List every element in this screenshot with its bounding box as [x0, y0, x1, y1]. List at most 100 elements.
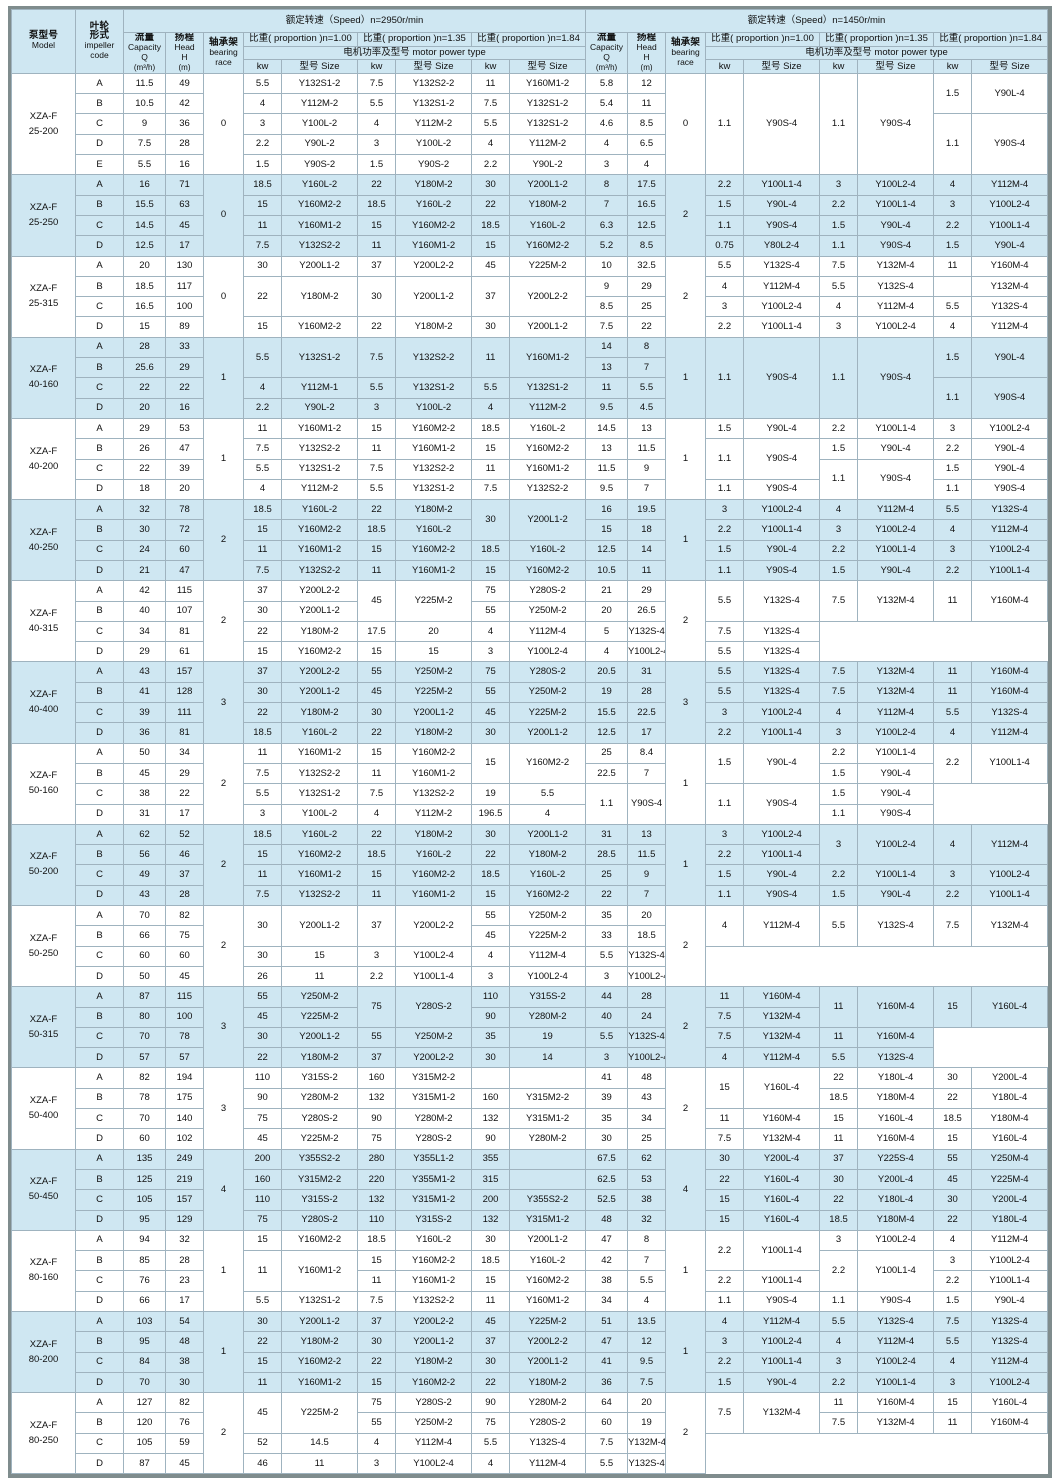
- capacity-cell-right: 20: [585, 600, 629, 622]
- motor-size-cell-left-2: Y180M-2: [395, 316, 472, 338]
- pump-model-cell: XZA-F 80-200: [11, 1310, 76, 1394]
- impeller-code-cell: A: [75, 499, 124, 521]
- impeller-code-cell: B: [75, 93, 124, 115]
- motor-kw-cell-right-3: 55: [933, 1148, 973, 1170]
- capacity-cell-right: 47: [585, 1331, 629, 1353]
- motor-size-cell-left-3: Y280M-2: [508, 1392, 587, 1414]
- motor-size-cell-left-2: Y180M-2: [395, 174, 472, 196]
- table-row: C 105 59 52 14.5 4 Y112M-4 5.5 Y132S-4 7.5 Y132M-4: [12, 1432, 1048, 1455]
- motor-size-cell-right-3: Y100L2-4: [971, 539, 1049, 562]
- head-cell-left: 100: [165, 1006, 204, 1028]
- table-row: XZA-F 50-250 A 70 82 2 30 Y200L1-2 37 Y200L2-2 55 Y…: [11, 905, 1049, 988]
- head-cell-right: 9: [627, 458, 667, 480]
- motor-kw-cell-left-2: 18.5: [357, 1229, 396, 1252]
- motor-kw-cell-right-3: 3: [933, 194, 973, 216]
- table-row: D 43 28 7.5 Y132S2-2 11 Y160M1-2 15 Y160M2-2 22 7 1…: [12, 884, 1049, 907]
- motor-kw-cell-left-2: 7.5: [357, 1290, 396, 1312]
- head-cell-left: 63: [165, 194, 204, 216]
- th-head-right: 扬程 Head H (m): [627, 32, 667, 74]
- th-head-unit-r: (m): [640, 62, 653, 72]
- motor-size-cell-left-1: Y160M2-2: [281, 844, 358, 866]
- capacity-cell-right: 52.5: [585, 1189, 629, 1211]
- motor-kw-cell-right-2: 3: [819, 519, 859, 541]
- capacity-cell-left: 50: [123, 742, 166, 764]
- motor-size-cell-right-1: Y100L1-4: [743, 316, 821, 338]
- motor-kw-cell-left-1: 45: [243, 1128, 282, 1150]
- motor-size-cell-left-1: Y132S1-2: [281, 783, 358, 805]
- motor-kw-cell-right-3: 1.1: [933, 113, 973, 176]
- motor-size-cell-right-1: Y100L2-4: [743, 1331, 821, 1353]
- capacity-cell-right: 11: [585, 377, 629, 399]
- head-cell-left: 81: [165, 620, 204, 643]
- motor-size-cell-left-2: Y315M1-2: [395, 1087, 472, 1110]
- motor-size-cell-left-3: Y132S2-2: [508, 478, 587, 501]
- motor-size-cell-right-2: Y100L2-4: [857, 316, 935, 338]
- table-row: B 10.5 42 4 Y112M-2 5.5 Y132S1-2 7.5 Y132S1-2 5.4…: [12, 93, 1048, 115]
- motor-size-cell-right-2: Y132M-4: [857, 255, 935, 277]
- motor-size-cell-right-2: Y90S-4: [857, 458, 935, 501]
- capacity-cell-left: 16: [123, 174, 166, 196]
- capacity-cell-left: 15.5: [123, 194, 166, 216]
- impeller-code-cell: C: [75, 377, 124, 399]
- motor-kw-cell-left-3: 30: [471, 722, 510, 744]
- motor-kw-cell-left-2: 4: [357, 113, 396, 135]
- motor-size-cell-left-1: Y100L-2: [281, 803, 358, 825]
- motor-kw-cell-right-1: 3: [705, 499, 745, 521]
- table-row: C 76 23 11 Y160M1-2 15 Y160M2-2 38 5.5 2.2 Y100L1-…: [12, 1270, 1049, 1292]
- motor-size-cell-right-2: Y112M-4: [857, 702, 935, 724]
- capacity-cell-left: 22: [123, 377, 166, 399]
- impeller-code-cell: A: [75, 417, 124, 440]
- motor-kw-cell-left-1: 3: [243, 803, 282, 825]
- motor-size-cell-right-1: Y132S-4: [743, 661, 821, 683]
- motor-size-cell-right-2: Y112M-4: [857, 499, 935, 521]
- th-model: 泵型号 Model: [11, 9, 76, 74]
- motor-size-cell-right-2: Y132M-4: [857, 681, 935, 704]
- capacity-cell-right: 51: [585, 1310, 629, 1333]
- motor-size-cell-right-3: Y160L-4: [971, 1128, 1049, 1150]
- motor-kw-cell-right-3: [933, 275, 973, 298]
- capacity-cell-left: 21: [123, 559, 166, 582]
- motor-kw-cell-right-3: 2.2: [933, 1270, 973, 1292]
- capacity-cell-left: 95: [123, 1331, 166, 1353]
- motor-size-cell-right-3: Y112M-4: [971, 1229, 1049, 1252]
- motor-size-cell-right-2: Y132M-4: [857, 1412, 935, 1434]
- motor-kw-cell-left-2: 22: [357, 499, 396, 521]
- motor-kw-cell-left-2: 30: [357, 1331, 396, 1353]
- head-cell-right: 8.4: [627, 742, 667, 764]
- motor-kw-cell-right-3: 1.5: [933, 1290, 973, 1312]
- motor-kw-cell-right-3: 15: [933, 1128, 973, 1150]
- impeller-code-cell: B: [75, 194, 124, 216]
- motor-kw-cell-right-1: 1.5: [705, 864, 745, 886]
- head-cell-right: 19: [508, 1026, 587, 1049]
- motor-kw-cell-right-2: 4: [819, 1331, 859, 1353]
- capacity-cell-right: 9.5: [585, 478, 629, 501]
- capacity-cell-left: 40: [123, 600, 166, 622]
- head-cell-left: 33: [165, 336, 204, 359]
- motor-kw-cell-right-1: 22: [705, 1168, 745, 1191]
- th-prop-184-left: 比重( proportion )n=1.84: [470, 32, 587, 47]
- impeller-code-cell: A: [75, 986, 124, 1008]
- motor-size-cell-left-2: Y200L1-2: [395, 702, 472, 724]
- motor-kw-cell-left-3: 15: [471, 742, 510, 785]
- head-cell-left: 22: [165, 783, 204, 805]
- bearing-race-cell-right: 2: [665, 1067, 707, 1150]
- motor-kw-cell-left-2: 30: [357, 275, 396, 318]
- motor-size-cell-left-2: Y160M2-2: [395, 864, 472, 886]
- table-row: C 9 36 3 Y100L-2 4 Y112M-2 5.5 Y132S1-2 4.6 8.5 1.1…: [12, 113, 1049, 176]
- motor-kw-cell-right-3: 2.2: [933, 559, 973, 582]
- impeller-code-cell: B: [75, 600, 124, 622]
- capacity-cell-right: 44: [585, 986, 629, 1008]
- motor-kw-cell-left-1: 45: [243, 1392, 282, 1434]
- head-cell-right: 9: [627, 864, 667, 886]
- motor-size-cell-left-2: Y160M2-2: [395, 1371, 472, 1394]
- motor-kw-cell-right-1: 3: [705, 702, 745, 724]
- motor-size-cell-left-2: Y225M-2: [395, 681, 472, 704]
- capacity-cell-right: 13: [585, 357, 629, 379]
- motor-kw-cell-right-2: 22: [819, 1067, 859, 1089]
- motor-kw-cell-left-2: 220: [357, 1168, 396, 1191]
- motor-kw-cell-left-3: 90: [471, 1128, 510, 1150]
- motor-kw-cell-right-3: 4: [933, 519, 973, 541]
- motor-size-cell-right-2: Y100L1-4: [857, 539, 935, 562]
- capacity-cell-left: 78: [123, 1087, 166, 1110]
- impeller-code-cell: A: [75, 1392, 124, 1414]
